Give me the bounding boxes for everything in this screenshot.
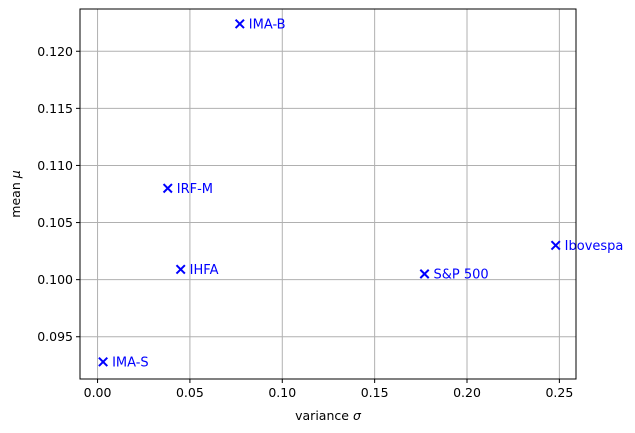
- x-axis-label: variance σ: [295, 408, 362, 423]
- plot-frame: [79, 8, 577, 380]
- y-tick-label: 0.115: [37, 101, 73, 116]
- x-tick-label: 0.10: [268, 385, 296, 400]
- point-label: Ibovespa: [565, 239, 624, 254]
- x-marker: [419, 269, 430, 279]
- y-tick-label: 0.120: [37, 44, 73, 59]
- y-tick-label: 0.110: [37, 158, 73, 173]
- x-tick-label: 0.00: [84, 385, 112, 400]
- scatter-point: IMA-S: [98, 355, 149, 370]
- point-label: S&P 500: [434, 267, 489, 282]
- y-axis: 0.095 0.100 0.105 0.110 0.115 0.120: [37, 44, 80, 344]
- scatter-point: S&P 500: [419, 267, 489, 282]
- x-axis: 0.00 0.05 0.10 0.15 0.20 0.25: [84, 379, 573, 400]
- scatter-point: IHFA: [175, 263, 219, 278]
- x-marker: [234, 18, 245, 29]
- point-label: IMA-B: [249, 17, 286, 32]
- data-points: IMA-B IRF-M IHFA IMA-S S&P 500 Ibovespa: [98, 17, 624, 370]
- x-marker: [175, 264, 186, 275]
- y-tick-label: 0.105: [37, 215, 73, 230]
- scatter-point: Ibovespa: [550, 239, 624, 254]
- point-label: IRF-M: [177, 182, 213, 197]
- x-tick-label: 0.20: [453, 385, 481, 400]
- x-marker: [162, 183, 173, 194]
- x-tick-label: 0.25: [545, 385, 573, 400]
- point-label: IMA-S: [112, 355, 149, 370]
- y-axis-label: mean μ: [8, 170, 23, 217]
- x-marker: [550, 240, 561, 251]
- x-tick-label: 0.15: [361, 385, 389, 400]
- y-tick-label: 0.095: [37, 329, 73, 344]
- scatter-point: IRF-M: [162, 182, 213, 197]
- x-marker: [98, 356, 108, 367]
- point-label: IHFA: [190, 263, 219, 278]
- scatter-point: IMA-B: [234, 17, 286, 32]
- grid: [80, 9, 576, 379]
- y-tick-label: 0.100: [37, 272, 73, 287]
- x-tick-label: 0.05: [176, 385, 204, 400]
